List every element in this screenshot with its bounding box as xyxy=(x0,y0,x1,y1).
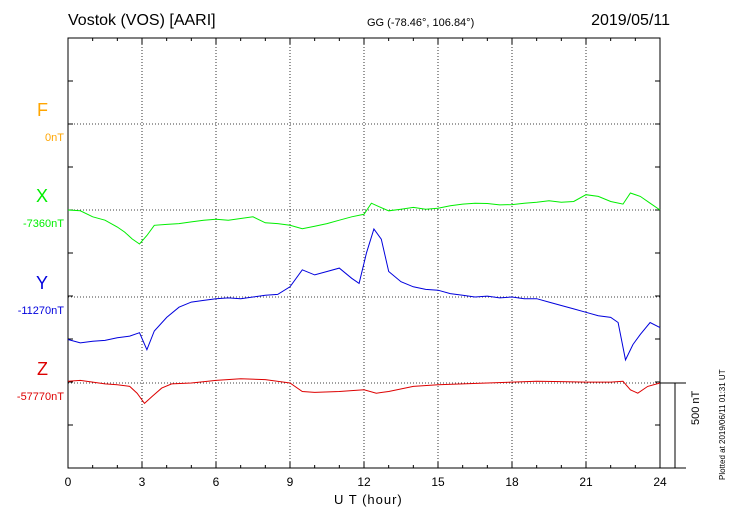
station-coordinates: GG (-78.46°, 106.84°) xyxy=(367,17,475,29)
series-z-line xyxy=(67,378,661,405)
component-z-name: Z xyxy=(37,359,48,379)
x-tick-label: 0 xyxy=(65,475,72,489)
x-axis: 0 3 6 9 12 15 18 21 24 xyxy=(65,38,667,489)
y-ticks xyxy=(68,80,660,426)
station-title: Vostok (VOS) [AARI] xyxy=(68,12,216,29)
x-tick-label: 9 xyxy=(287,475,294,489)
x-tick-label: 3 xyxy=(139,475,146,489)
scale-bar xyxy=(660,382,686,469)
plotted-timestamp: Plotted at 2019/06/11 01:31 UT xyxy=(718,369,727,480)
component-y-name: Y xyxy=(35,273,48,293)
x-tick-label: 15 xyxy=(431,475,445,489)
component-x-baseline: -7360nT xyxy=(23,218,64,230)
x-tick-label: 21 xyxy=(579,475,593,489)
series-y-line xyxy=(67,227,661,362)
series-x-line xyxy=(67,192,661,245)
x-tick-label: 6 xyxy=(213,475,220,489)
series-lines xyxy=(67,192,661,405)
component-f-name: F xyxy=(37,100,48,120)
x-axis-label: U T (hour) xyxy=(334,492,403,507)
x-tick-label: 18 xyxy=(505,475,519,489)
scale-bar-label: 500 nT xyxy=(690,390,702,425)
grid-lines xyxy=(68,38,660,468)
x-tick-label: 24 xyxy=(653,475,667,489)
plot-frame xyxy=(67,37,661,469)
chart-date: 2019/05/11 xyxy=(591,12,670,29)
component-y-baseline: -11270nT xyxy=(17,305,64,317)
component-z-baseline: -57770nT xyxy=(16,391,64,403)
x-tick-label: 12 xyxy=(357,475,371,489)
component-x-name: X xyxy=(35,186,48,206)
component-f-baseline: 0nT xyxy=(45,132,64,144)
